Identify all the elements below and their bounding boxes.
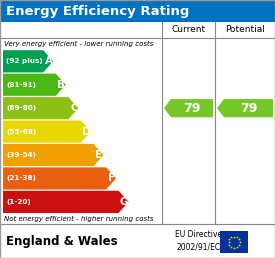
- Text: G: G: [120, 197, 128, 207]
- Text: Very energy efficient - lower running costs: Very energy efficient - lower running co…: [4, 41, 153, 46]
- Text: Current: Current: [171, 26, 206, 35]
- Text: (81-91): (81-91): [6, 82, 36, 88]
- Text: C: C: [70, 103, 78, 113]
- Text: F: F: [108, 173, 115, 183]
- Polygon shape: [217, 99, 273, 117]
- Polygon shape: [3, 50, 53, 72]
- Text: England & Wales: England & Wales: [6, 235, 118, 247]
- Bar: [0, 0, 275, 22]
- Text: 79: 79: [240, 102, 257, 115]
- Text: (92 plus): (92 plus): [6, 58, 43, 64]
- Text: (55-68): (55-68): [6, 128, 36, 135]
- Polygon shape: [3, 97, 78, 119]
- Text: Potential: Potential: [225, 26, 265, 35]
- Text: (69-80): (69-80): [6, 105, 36, 111]
- Polygon shape: [3, 144, 103, 166]
- Text: B: B: [57, 80, 65, 90]
- Text: (39-54): (39-54): [6, 152, 36, 158]
- Text: EU Directive: EU Directive: [175, 230, 222, 239]
- Text: (21-38): (21-38): [6, 175, 36, 181]
- Text: D: D: [82, 127, 91, 136]
- Polygon shape: [3, 167, 116, 190]
- Polygon shape: [3, 191, 129, 213]
- Text: Energy Efficiency Rating: Energy Efficiency Rating: [6, 4, 189, 18]
- Text: 79: 79: [183, 102, 201, 115]
- Text: E: E: [95, 150, 103, 160]
- Polygon shape: [3, 74, 66, 96]
- Bar: [162, 22, 275, 38]
- Polygon shape: [164, 99, 213, 117]
- Text: 2002/91/EC: 2002/91/EC: [177, 243, 221, 252]
- Text: (1-20): (1-20): [6, 199, 31, 205]
- Bar: [0, 224, 275, 258]
- Polygon shape: [3, 120, 91, 143]
- Bar: [220, 231, 248, 253]
- Text: Not energy efficient - higher running costs: Not energy efficient - higher running co…: [4, 215, 153, 222]
- Text: A: A: [45, 56, 53, 66]
